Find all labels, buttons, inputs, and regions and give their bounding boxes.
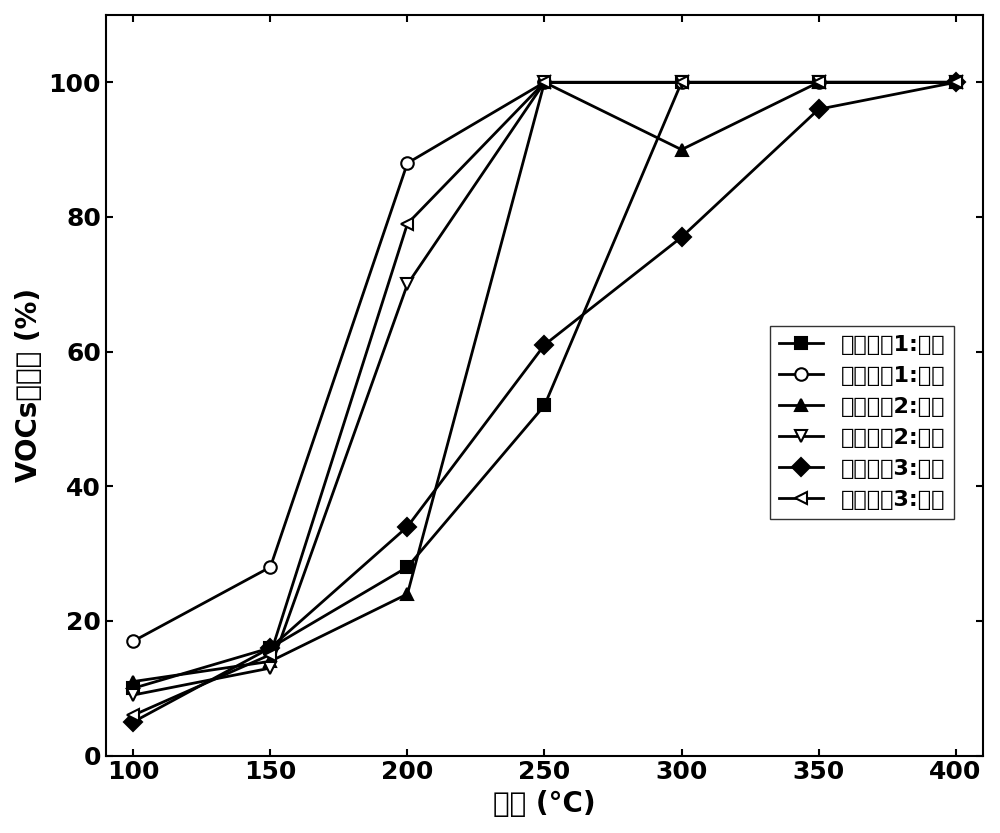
实施图例3:甲苯 xyxy=(127,711,139,721)
实施图例3:甲苯 xyxy=(538,77,550,87)
Legend: 实施图例1:氯苯, 实施图例1:甲苯, 实施图例2:氯苯, 实施图例2:甲苯, 实施图例3:氯苯, 实施图例3:甲苯: 实施图例1:氯苯, 实施图例1:甲苯, 实施图例2:氯苯, 实施图例2:甲苯, … xyxy=(770,326,954,519)
Line: 实施图例1:甲苯: 实施图例1:甲苯 xyxy=(127,76,962,647)
实施图例1:氯苯 xyxy=(401,562,413,572)
实施图例1:氯苯 xyxy=(538,401,550,411)
实施图例3:氯苯 xyxy=(401,521,413,531)
实施图例2:氯苯 xyxy=(950,77,962,87)
实施图例3:氯苯 xyxy=(538,340,550,350)
实施图例2:甲苯 xyxy=(127,690,139,700)
实施图例2:甲苯 xyxy=(950,77,962,87)
Line: 实施图例1:氯苯: 实施图例1:氯苯 xyxy=(127,76,962,695)
实施图例3:甲苯 xyxy=(950,77,962,87)
实施图例3:甲苯 xyxy=(676,77,688,87)
Line: 实施图例2:氯苯: 实施图例2:氯苯 xyxy=(127,76,962,688)
实施图例2:氯苯 xyxy=(127,676,139,686)
实施图例2:甲苯 xyxy=(264,663,276,673)
实施图例1:甲苯 xyxy=(401,158,413,168)
Line: 实施图例3:氯苯: 实施图例3:氯苯 xyxy=(127,76,962,728)
实施图例2:氯苯 xyxy=(538,77,550,87)
实施图例1:甲苯 xyxy=(950,77,962,87)
实施图例1:氯苯 xyxy=(264,643,276,653)
实施图例3:氯苯 xyxy=(813,104,825,114)
实施图例2:甲苯 xyxy=(676,77,688,87)
实施图例3:氯苯 xyxy=(950,77,962,87)
实施图例2:甲苯 xyxy=(538,77,550,87)
实施图例1:氯苯 xyxy=(676,77,688,87)
Line: 实施图例3:甲苯: 实施图例3:甲苯 xyxy=(127,76,962,721)
实施图例2:氯苯 xyxy=(264,656,276,666)
实施图例1:氯苯 xyxy=(813,77,825,87)
实施图例1:甲苯 xyxy=(813,77,825,87)
实施图例3:氯苯 xyxy=(264,643,276,653)
Y-axis label: VOCs转化率 (%): VOCs转化率 (%) xyxy=(15,288,43,482)
实施图例3:氯苯 xyxy=(676,232,688,242)
实施图例3:氯苯 xyxy=(127,717,139,727)
实施图例2:氯苯 xyxy=(676,145,688,155)
实施图例3:甲苯 xyxy=(401,219,413,229)
实施图例1:甲苯 xyxy=(264,562,276,572)
实施图例1:甲苯 xyxy=(127,636,139,646)
实施图例1:甲苯 xyxy=(676,77,688,87)
实施图例2:氯苯 xyxy=(813,77,825,87)
实施图例2:甲苯 xyxy=(401,279,413,289)
实施图例3:甲苯 xyxy=(813,77,825,87)
实施图例2:氯苯 xyxy=(401,589,413,599)
实施图例1:氯苯 xyxy=(950,77,962,87)
实施图例3:甲苯 xyxy=(264,650,276,660)
实施图例2:甲苯 xyxy=(813,77,825,87)
X-axis label: 温度 (°C): 温度 (°C) xyxy=(493,790,596,818)
Line: 实施图例2:甲苯: 实施图例2:甲苯 xyxy=(127,76,962,701)
实施图例1:甲苯 xyxy=(538,77,550,87)
实施图例1:氯苯 xyxy=(127,683,139,693)
